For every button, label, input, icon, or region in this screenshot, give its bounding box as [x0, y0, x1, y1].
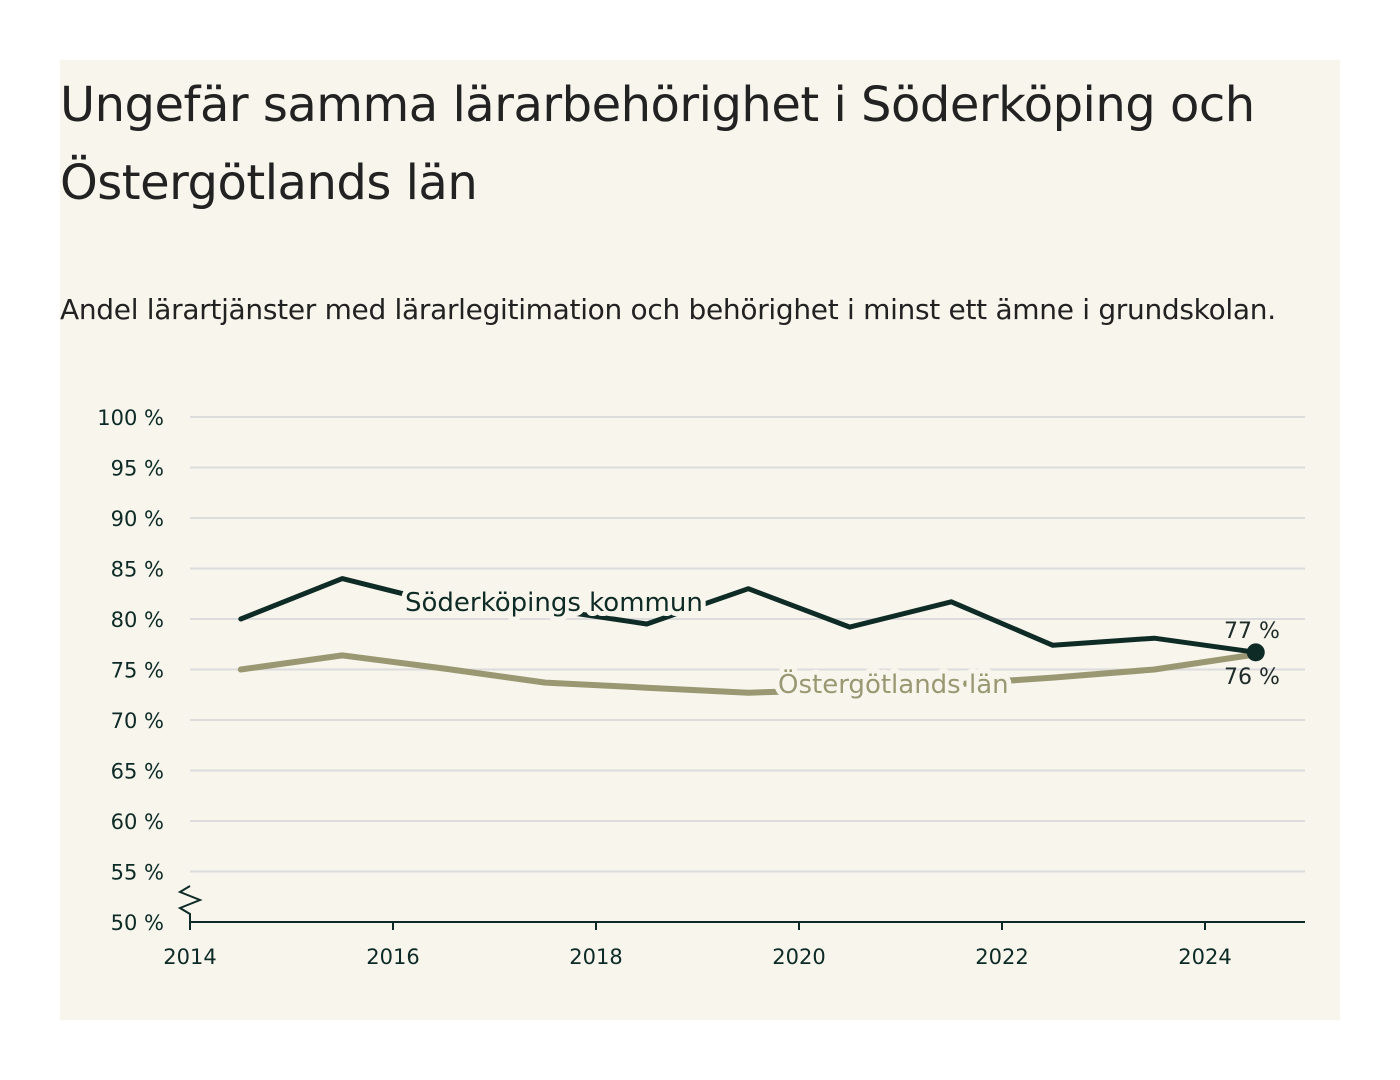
y-tick-label: 100 % [97, 406, 164, 430]
y-tick-label: 80 % [111, 608, 164, 632]
x-tick-label: 2014 [163, 945, 216, 969]
axis-break-icon [177, 885, 203, 922]
x-tick-label: 2022 [975, 945, 1028, 969]
end-label-soderkoping: 77 % [1224, 619, 1280, 644]
y-tick-label: 60 % [111, 810, 164, 834]
line-chart: 50 % 55 % 60 % 65 % 70 % 75 % 80 % 85 % 90 % 95 %… [97, 406, 1305, 969]
y-tick-label: 70 % [111, 709, 164, 733]
end-label-ostergotland: 76 % [1224, 665, 1280, 690]
x-tick-label: 2016 [366, 945, 419, 969]
y-tick-label: 55 % [111, 861, 164, 885]
chart-card: Ungefär samma lärarbehörighet i Söderköp… [60, 60, 1340, 1020]
series-line-ostergotland [237, 651, 1259, 696]
y-tick-label: 50 % [111, 911, 164, 935]
chart-subtitle: Andel lärartjänster med lärarlegitimatio… [60, 293, 1276, 326]
end-point-marker [1246, 643, 1265, 662]
series-label-ostergotland: Östergötlands län [778, 668, 1009, 700]
y-tick-label: 95 % [111, 457, 164, 481]
y-tick-label: 65 % [111, 760, 164, 784]
y-tick-label: 75 % [111, 659, 164, 683]
x-tick-label: 2018 [569, 945, 622, 969]
y-tick-label: 90 % [111, 507, 164, 531]
y-tick-label: 85 % [111, 558, 164, 582]
series-label-soderkoping: Söderköpings kommun [405, 588, 703, 618]
chart-title: Ungefär samma lärarbehörighet i Söderköp… [60, 77, 1255, 211]
x-tick-label: 2020 [772, 945, 825, 969]
series-line-soderkoping [238, 576, 1259, 655]
x-tick-label: 2024 [1178, 945, 1231, 969]
